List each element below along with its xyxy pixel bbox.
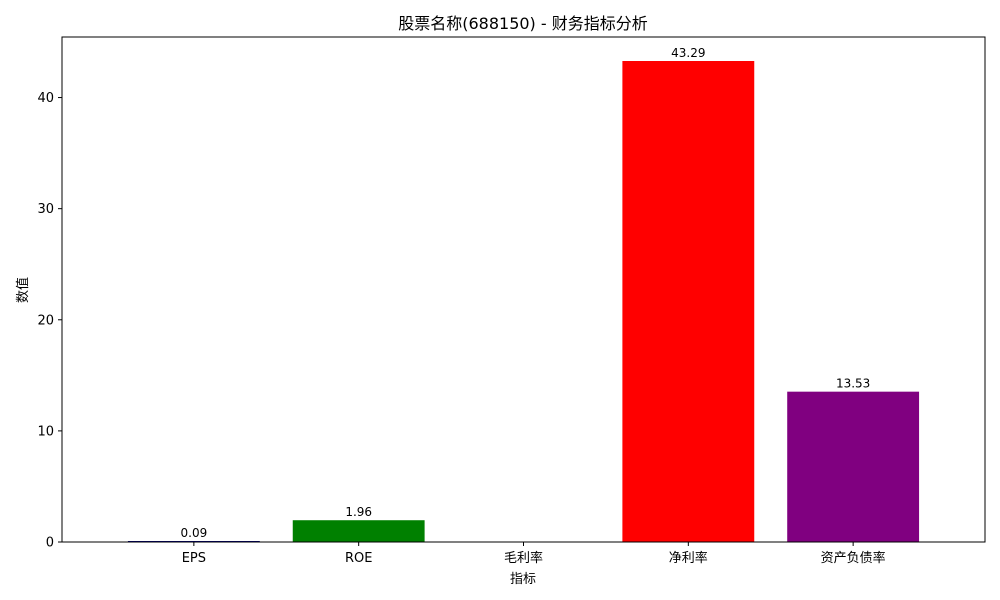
x-tick-label-4: 资产负债率 xyxy=(821,550,886,566)
bar-3 xyxy=(622,61,755,542)
data-label-4: 13.53 xyxy=(836,377,870,391)
y-tick-label-2: 20 xyxy=(37,313,54,328)
y-tick-label-1: 10 xyxy=(37,424,54,439)
x-tick-label-1: ROE xyxy=(345,551,372,566)
y-axis-title: 数值 xyxy=(15,277,31,303)
bar-4 xyxy=(787,391,920,542)
plot-area: 0.09 EPS 1.96 ROE 毛利率 43.29 净利率 13.53 资产负债率 0 10 20… xyxy=(37,36,986,566)
data-label-1: 1.96 xyxy=(345,505,372,519)
x-tick-label-0: EPS xyxy=(182,551,206,566)
y-tick-label-0: 0 xyxy=(46,536,54,551)
y-tick-label-4: 40 xyxy=(37,91,54,106)
bar-1 xyxy=(292,520,425,542)
y-tick-label-3: 30 xyxy=(37,202,54,217)
data-label-0: 0.09 xyxy=(181,526,208,540)
chart-title: 股票名称(688150) - 财务指标分析 xyxy=(398,14,648,33)
x-axis-title: 指标 xyxy=(510,572,536,587)
data-label-3: 43.29 xyxy=(671,46,705,60)
x-tick-label-3: 净利率 xyxy=(669,550,708,566)
x-tick-label-2: 毛利率 xyxy=(504,550,543,566)
plot-frame xyxy=(61,36,986,543)
